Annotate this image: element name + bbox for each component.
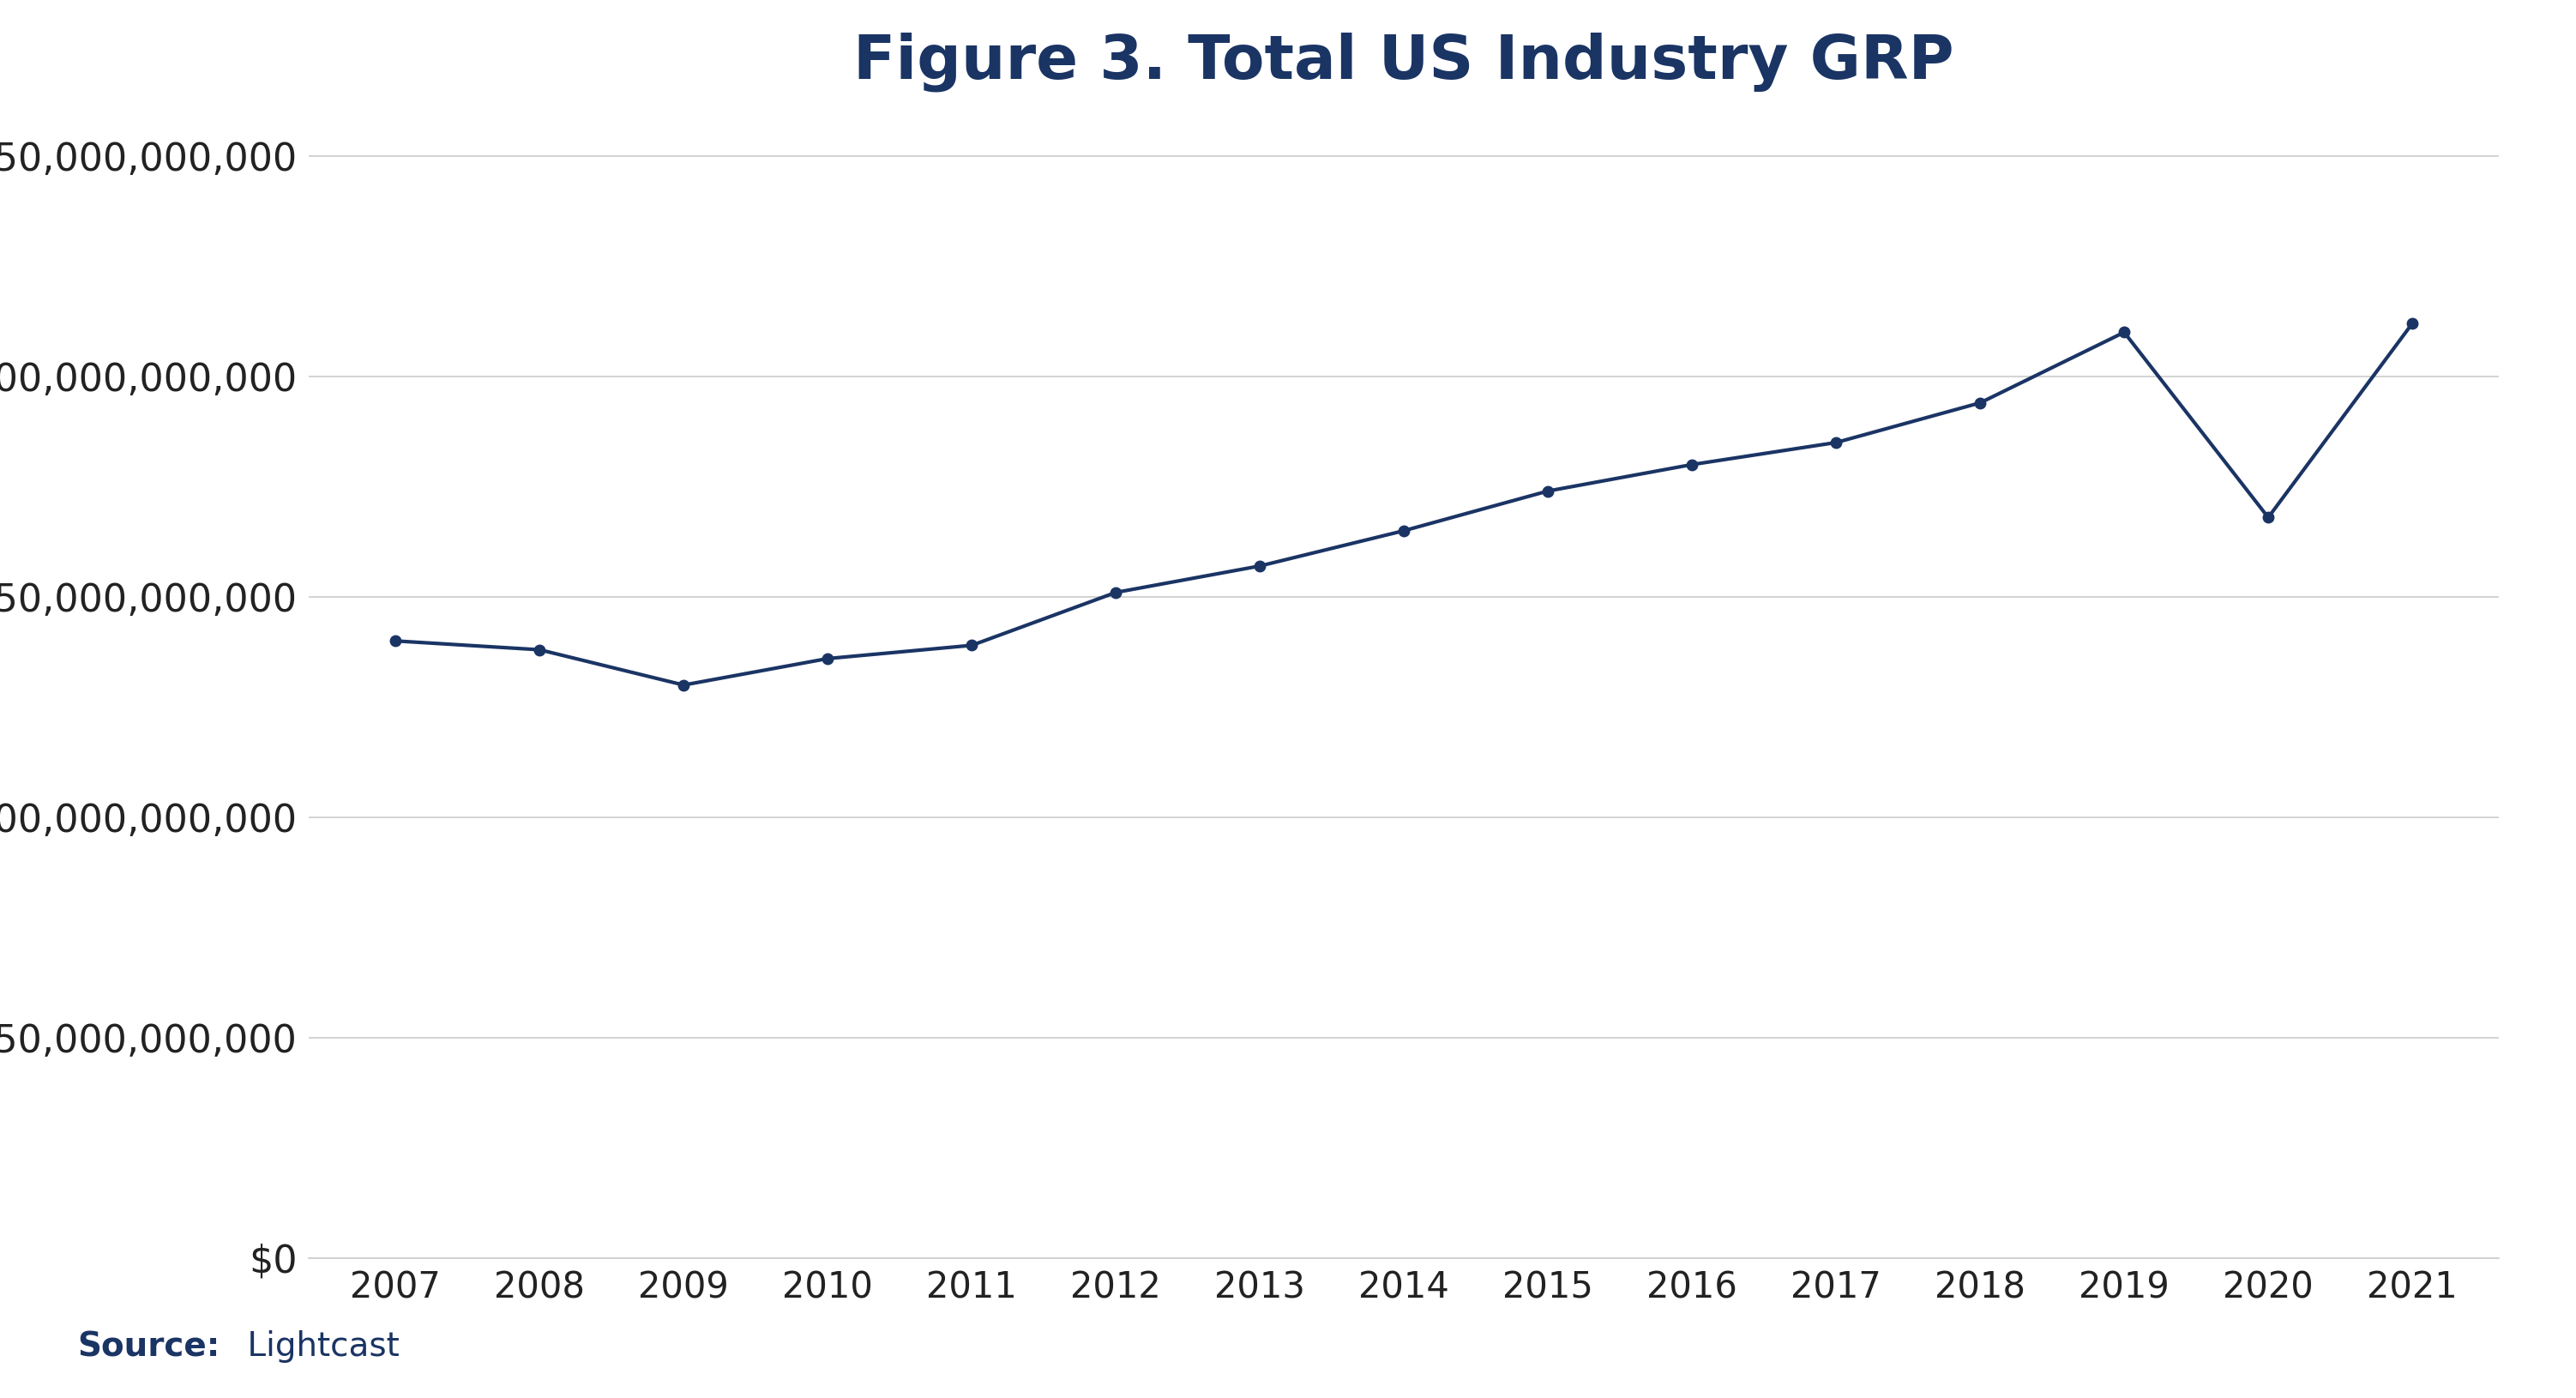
- Title: Figure 3. Total US Industry GRP: Figure 3. Total US Industry GRP: [853, 32, 1955, 92]
- Text: Source:: Source:: [77, 1331, 219, 1363]
- Text: Lightcast: Lightcast: [237, 1331, 399, 1363]
